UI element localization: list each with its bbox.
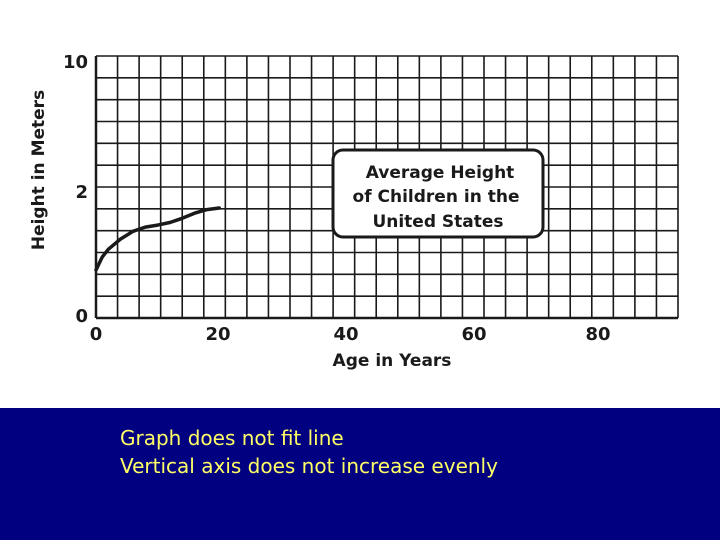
- x-tick-label: 40: [333, 324, 358, 345]
- chart-title-line-3: United States: [372, 212, 503, 232]
- x-axis-title: Age in Years: [333, 351, 452, 371]
- y-tick-label: 2: [75, 182, 88, 203]
- chart-title-line-2: of Children in the: [353, 187, 520, 207]
- x-tick-label: 20: [205, 324, 230, 345]
- tick-labels: 0 20 40 60 80 0 2 10: [63, 52, 611, 345]
- series-line: [94, 206, 221, 272]
- x-tick-label: 0: [90, 324, 103, 345]
- height-chart: 0 20 40 60 80 0 2 10 Average Height of Children…: [29, 52, 679, 371]
- x-tick-label: 60: [461, 324, 486, 345]
- chart-area: 0 20 40 60 80 0 2 10 Average Height of Children…: [29, 52, 679, 371]
- y-axis-title: Height in Meters: [29, 90, 49, 250]
- y-tick-label: 0: [75, 306, 88, 327]
- x-tick-label: 80: [585, 324, 610, 345]
- title-box-frame: [331, 148, 545, 239]
- chart-title-line-1: Average Height: [366, 163, 515, 183]
- caption-line-2: Vertical axis does not increase evenly: [120, 454, 498, 478]
- y-tick-label: 10: [63, 52, 88, 73]
- caption-line-1: Graph does not fit line: [120, 426, 344, 450]
- caption-band: Graph does not fit line Vertical axis do…: [0, 408, 720, 540]
- title-box: Average Height of Children in the United…: [331, 148, 545, 239]
